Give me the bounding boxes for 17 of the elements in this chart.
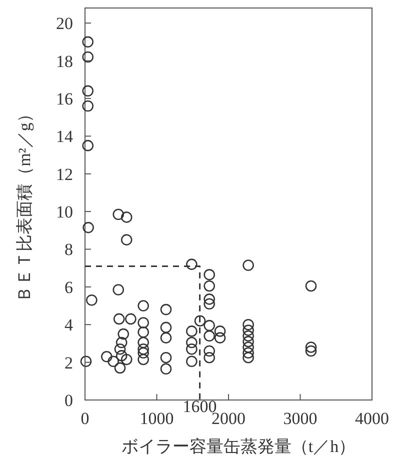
y-tick-label: 14 (56, 127, 74, 146)
y-tick-label: 18 (56, 52, 73, 71)
y-tick-label: 6 (64, 278, 73, 297)
y-tick-label: 20 (56, 14, 73, 34)
y-tick-label: 2 (64, 353, 73, 372)
y-tick-label: 12 (56, 164, 73, 184)
y-tick-label: 10 (56, 202, 73, 222)
x-tick-label: 4000 (355, 409, 389, 428)
y-tick-label: 4 (64, 316, 74, 335)
x-tick-label: 3000 (283, 409, 318, 428)
y-tick-label: 16 (56, 89, 73, 108)
x-tick-label: 1000 (140, 409, 174, 428)
y-tick-label: 8 (64, 240, 73, 260)
y-tick-label: 0 (64, 391, 73, 410)
y-axis-title: ＢＥＴ比表面積（m²／g） (15, 106, 34, 302)
x-tick-label: 0 (80, 409, 90, 428)
x-axis-title: ボイラー容量缶蒸発量（t／h） (121, 437, 356, 456)
